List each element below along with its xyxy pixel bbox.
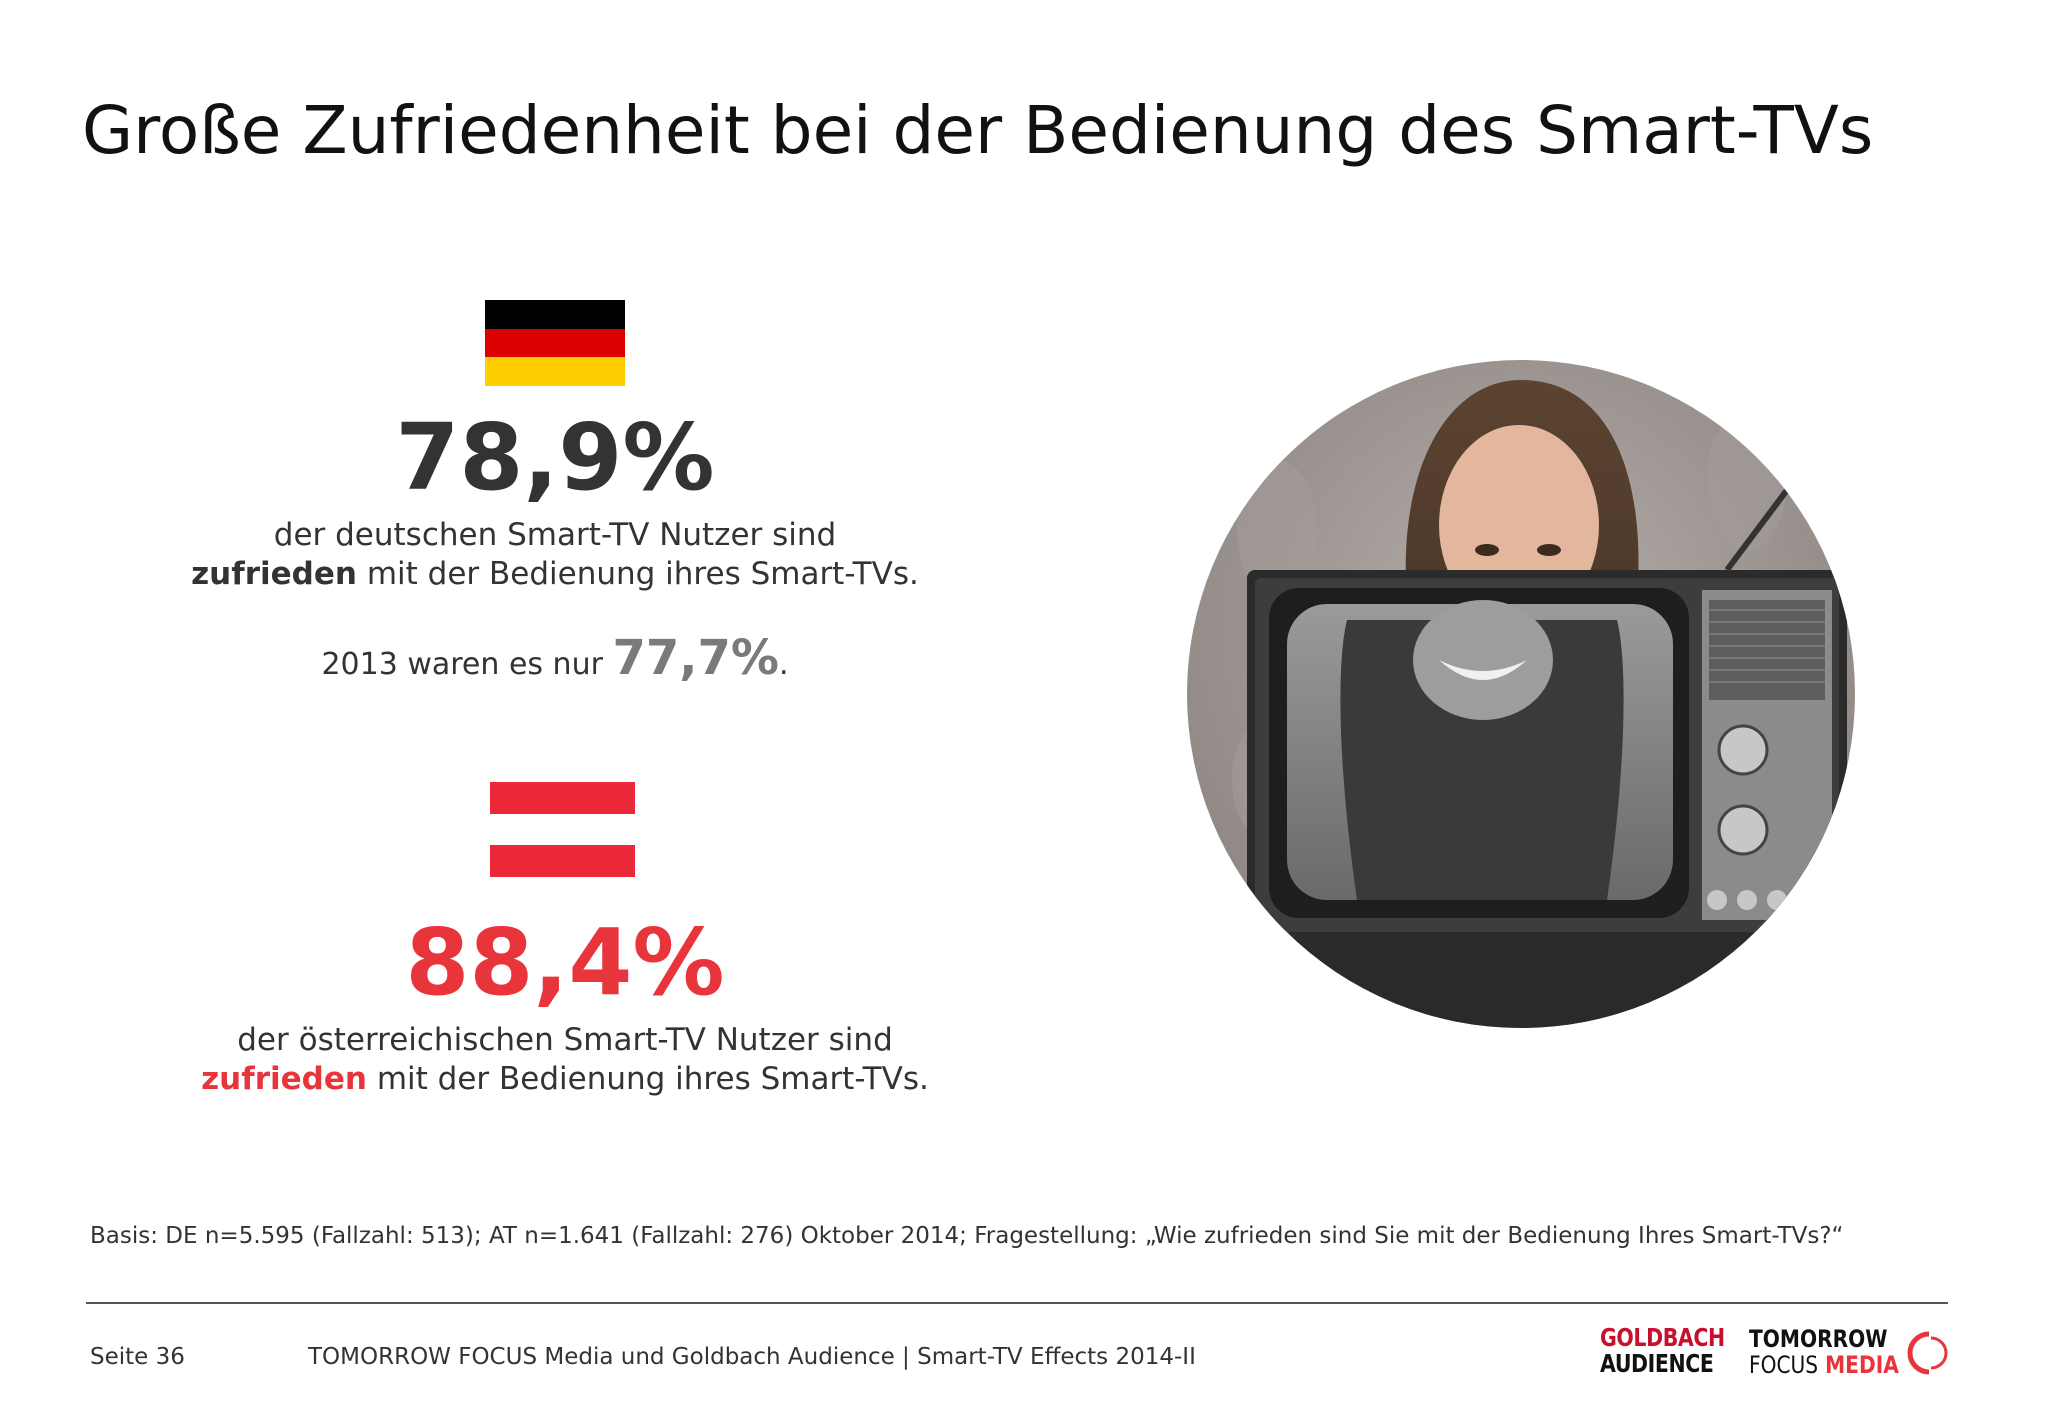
goldbach-logo-line2: AUDIENCE — [1600, 1349, 1714, 1378]
goldbach-audience-logo: GOLDBACH AUDIENCE — [1600, 1325, 1725, 1377]
germany-desc-bold: zufrieden — [191, 556, 357, 592]
page-title: Große Zufriedenheit bei der Bedienung de… — [82, 92, 1874, 169]
prev-value: 77,7% — [612, 630, 779, 686]
footer-divider — [86, 1302, 1948, 1304]
austria-desc-line1: der österreichischen Smart-TV Nutzer sin… — [237, 1022, 893, 1058]
austria-desc-line2: zufrieden mit der Bedienung ihres Smart-… — [120, 1060, 1010, 1099]
flag-stripe-gold — [485, 357, 625, 386]
tomorrow-focus-logo-icon — [1907, 1331, 1948, 1375]
goldbach-logo-line1: GOLDBACH — [1600, 1323, 1725, 1352]
flag-stripe-white — [490, 813, 635, 846]
flag-stripe-red-bottom — [490, 845, 635, 877]
austria-percentage: 88,4% — [405, 909, 725, 1016]
flag-stripe-red-top — [490, 782, 635, 814]
austria-desc-bold: zufrieden — [201, 1061, 367, 1097]
prev-suffix: . — [779, 647, 789, 682]
woman-with-tv-photo — [1187, 360, 1855, 1028]
germany-percentage: 78,9% — [395, 404, 715, 511]
tf-logo-line1: TOMORROW — [1749, 1325, 1888, 1353]
tf-logo-focus: FOCUS — [1749, 1351, 1819, 1379]
tv-photo-illustration — [1187, 360, 1855, 1028]
tf-logo-media: MEDIA — [1825, 1351, 1899, 1379]
germany-desc-line2: zufrieden mit der Bedienung ihres Smart-… — [120, 555, 990, 594]
austria-desc-rest: mit der Bedienung ihres Smart-TVs. — [366, 1061, 929, 1097]
germany-desc-rest: mit der Bedienung ihres Smart-TVs. — [356, 556, 919, 592]
tomorrow-focus-media-logo: TOMORROW FOCUS MEDIA — [1749, 1326, 1899, 1378]
germany-description: der deutschen Smart-TV Nutzer sind zufri… — [120, 516, 990, 594]
tf-logo-line2: FOCUS MEDIA — [1749, 1352, 1899, 1378]
flag-stripe-black — [485, 300, 625, 329]
page-number: Seite 36 — [90, 1344, 185, 1370]
footnote: Basis: DE n=5.595 (Fallzahl: 513); AT n=… — [90, 1223, 1844, 1249]
austria-description: der österreichischen Smart-TV Nutzer sin… — [120, 1021, 1010, 1099]
footer-text: TOMORROW FOCUS Media und Goldbach Audien… — [308, 1344, 1196, 1370]
prev-prefix: 2013 waren es nur — [321, 647, 613, 682]
germany-flag-icon — [485, 300, 625, 386]
germany-previous-year: 2013 waren es nur 77,7%. — [120, 630, 990, 686]
austria-flag-icon — [490, 782, 635, 877]
austria-stat-block: 88,4% der österreichischen Smart-TV Nutz… — [120, 917, 1010, 1099]
germany-desc-line1: der deutschen Smart-TV Nutzer sind — [273, 517, 837, 553]
germany-stat-block: 78,9% der deutschen Smart-TV Nutzer sind… — [120, 404, 990, 687]
flag-stripe-red — [485, 328, 625, 358]
